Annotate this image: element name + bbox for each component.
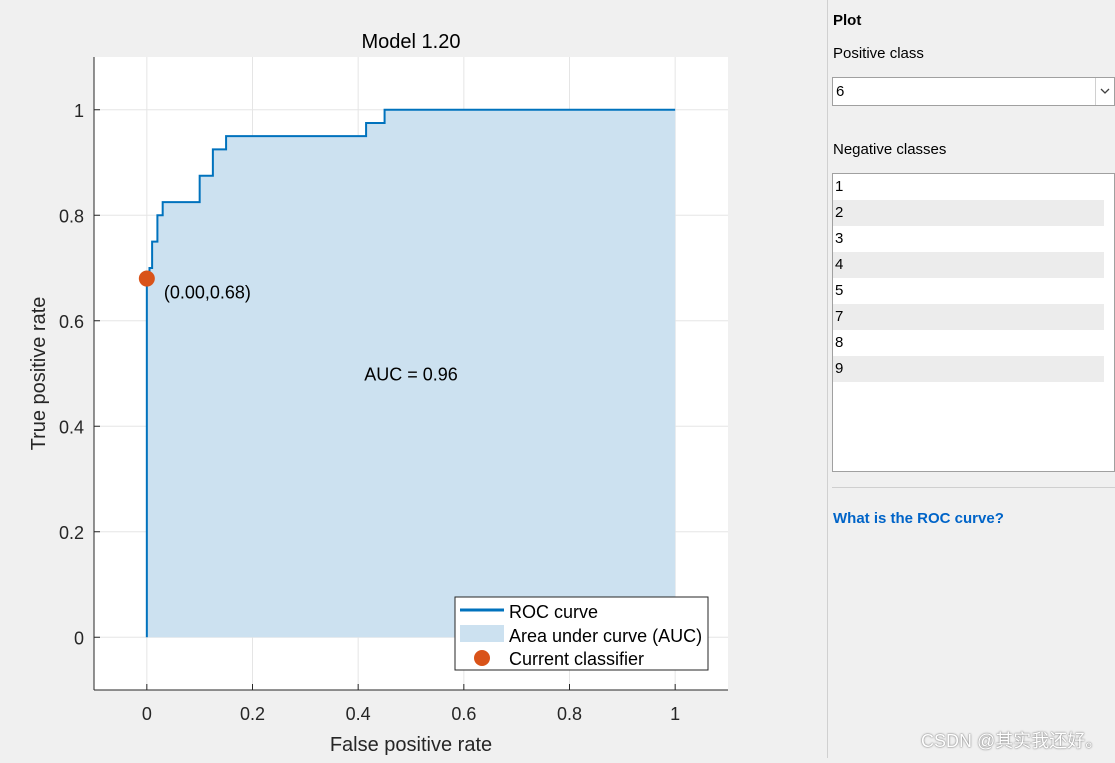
negative-classes-label: Negative classes: [833, 141, 947, 158]
positive-class-dropdown[interactable]: 6: [832, 77, 1115, 106]
current-classifier-label: (0.00,0.68): [164, 283, 251, 303]
list-item[interactable]: 5: [835, 282, 844, 299]
roc-plot-area: (0.00,0.68) AUC = 0.96 0 0.2 0.4 0.6 0.8 1 0 0.2 0…: [28, 31, 728, 756]
y-tick-label: 0.4: [59, 417, 84, 437]
list-item[interactable]: 4: [833, 252, 1104, 278]
chart-title: Model 1.20: [362, 31, 461, 53]
x-tick-label: 0.4: [346, 704, 371, 724]
x-tick-label: 0.2: [240, 704, 265, 724]
panel-separator: [832, 487, 1115, 488]
legend-classifier-swatch: [474, 650, 490, 666]
x-tick-label: 0: [142, 704, 152, 724]
y-axis-label: True positive rate: [28, 297, 50, 451]
x-tick-label: 1: [670, 704, 680, 724]
negative-classes-list[interactable]: 1 2 3 4 5 7 8 9: [832, 173, 1115, 472]
panel-heading: Plot: [833, 12, 862, 29]
y-tick-label: 0.8: [59, 206, 84, 226]
panel-divider[interactable]: [827, 0, 828, 758]
y-tick-label: 0.6: [59, 312, 84, 332]
legend-classifier-label: Current classifier: [509, 649, 644, 669]
list-item[interactable]: 9: [833, 356, 1104, 382]
chevron-down-icon[interactable]: [1095, 78, 1114, 105]
roc-chart: (0.00,0.68) AUC = 0.96 0 0.2 0.4 0.6 0.8 1 0 0.2 0…: [28, 31, 728, 756]
legend-auc-label: Area under curve (AUC): [509, 626, 702, 646]
plot-options-panel: Plot Positive class 6 Negative classes 1…: [828, 0, 1115, 758]
list-item[interactable]: 2: [833, 200, 1104, 226]
y-tick-label: 0.2: [59, 523, 84, 543]
list-item[interactable]: 3: [835, 230, 844, 247]
positive-class-label: Positive class: [833, 45, 924, 62]
roc-help-link[interactable]: What is the ROC curve?: [833, 510, 1004, 527]
roc-curve-line: [145, 108, 676, 638]
list-item[interactable]: 1: [835, 178, 844, 195]
auc-area: [146, 109, 676, 638]
y-tick-label: 1: [74, 101, 84, 121]
x-tick-label: 0.8: [557, 704, 582, 724]
current-classifier-point: [138, 270, 155, 287]
legend-auc-swatch: [460, 625, 504, 642]
y-tick-label: 0: [74, 628, 84, 648]
auc-annotation: AUC = 0.96: [364, 365, 458, 385]
list-item[interactable]: 8: [835, 334, 844, 351]
list-item[interactable]: 7: [833, 304, 1104, 330]
x-tick-label: 0.6: [451, 704, 476, 724]
positive-class-value: 6: [836, 83, 845, 100]
watermark: CSDN @其实我还好。: [921, 731, 1104, 751]
legend-roc-label: ROC curve: [509, 602, 598, 622]
x-axis-label: False positive rate: [330, 734, 492, 756]
